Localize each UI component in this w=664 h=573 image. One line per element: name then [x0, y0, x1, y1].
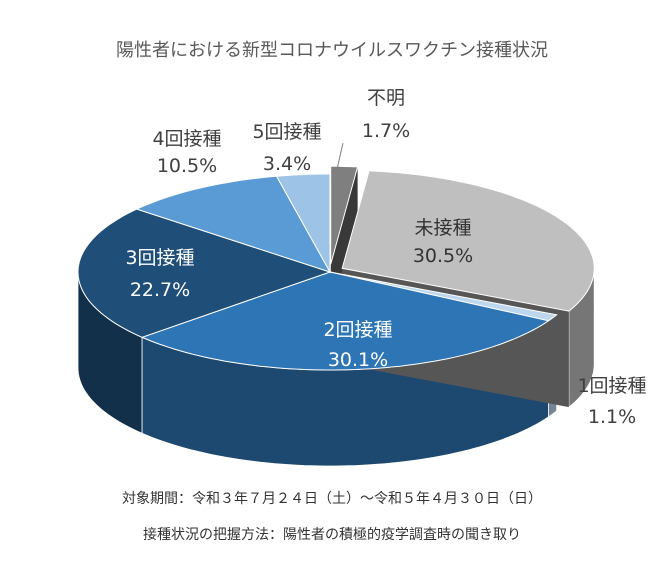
pie-slice-2-dose	[140, 271, 550, 371]
chart-title: 陽性者における新型コロナウイルスワクチン接種状況	[116, 40, 548, 61]
slice-label-3-dose: 3回接種	[125, 247, 194, 269]
pie-slice-unvaccinated	[341, 170, 595, 312]
pie-slice-unknown	[330, 165, 359, 265]
pie-labels: 不明 1.7% 未接種 30.5% 1回接種 1.1% 2回接種 30.1% 3回接種 22.7%…	[125, 87, 646, 428]
slice-value-2-dose: 30.1%	[328, 349, 388, 371]
method-note: 接種状況の把握方法：陽性者の積極的疫学調査時の聞き取り	[143, 527, 521, 543]
slice-label-unknown: 不明	[367, 87, 405, 109]
slice-value-3-dose: 22.7%	[130, 279, 190, 301]
pie-slice-5-dose	[275, 173, 331, 274]
slice-label-2-dose: 2回接種	[323, 319, 392, 341]
pie-slice-4-dose	[135, 175, 332, 273]
pie-top	[77, 165, 595, 371]
slice-label-unvaccinated: 未接種	[414, 217, 471, 239]
slice-label-5-dose: 5回接種	[252, 121, 321, 143]
leader-line-unknown	[334, 142, 344, 179]
pie-slice-3-dose	[77, 208, 332, 338]
slice-value-5-dose: 3.4%	[263, 153, 311, 175]
slice-value-1-dose: 1.1%	[588, 406, 636, 428]
slice-label-4-dose: 4回接種	[152, 128, 221, 150]
slice-value-4-dose: 10.5%	[157, 155, 217, 177]
period-note: 対象期間：令和３年７月２４日（土）～令和５年４月３０日（日）	[122, 491, 542, 507]
slice-value-unknown: 1.7%	[362, 120, 410, 142]
slice-value-unvaccinated: 30.5%	[413, 245, 473, 267]
slice-label-1-dose: 1回接種	[577, 375, 646, 397]
